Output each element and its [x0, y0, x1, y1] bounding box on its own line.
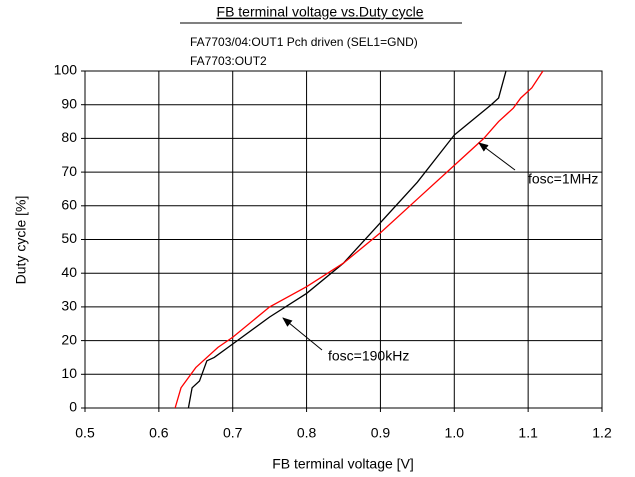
- y-tick-label: 20: [61, 331, 77, 347]
- line-series: [187, 71, 507, 408]
- annotation: fosc=190kHz: [328, 348, 409, 364]
- y-tick-label: 10: [61, 365, 77, 381]
- x-tick-label: 1.1: [518, 425, 538, 441]
- y-tick-label: 40: [61, 264, 77, 280]
- y-tick-label: 80: [61, 129, 77, 145]
- chart-title: FB terminal voltage vs.Duty cycle: [217, 4, 424, 20]
- x-tick-label: 0.9: [371, 425, 391, 441]
- subtitle: FA7703/04:OUT1 Pch driven (SEL1=GND): [190, 35, 418, 49]
- line-series: [174, 71, 544, 408]
- y-tick-label: 100: [54, 62, 78, 78]
- y-tick-label: 90: [61, 95, 77, 111]
- y-tick-label: 50: [61, 230, 77, 246]
- x-tick-label: 1.2: [592, 425, 612, 441]
- y-axis-label: Duty cycle [%]: [13, 196, 29, 285]
- subtitle: FA7703:OUT2: [190, 54, 267, 68]
- y-tick-label: 30: [61, 298, 77, 314]
- annotation-arrow: [478, 142, 516, 171]
- annotation: fosc=1MHz: [528, 171, 598, 187]
- x-tick-label: 0.8: [297, 425, 317, 441]
- x-tick-label: 0.6: [149, 425, 169, 441]
- plot-frame: [84, 70, 603, 409]
- x-tick-label: 0.5: [75, 425, 95, 441]
- y-tick-label: 0: [69, 399, 77, 415]
- y-tick-label: 60: [61, 197, 77, 213]
- x-tick-label: 0.7: [223, 425, 243, 441]
- x-tick-label: 1.0: [445, 425, 465, 441]
- annotation-arrow: [282, 317, 323, 351]
- y-tick-label: 70: [61, 163, 77, 179]
- x-axis-label: FB terminal voltage [V]: [272, 456, 414, 472]
